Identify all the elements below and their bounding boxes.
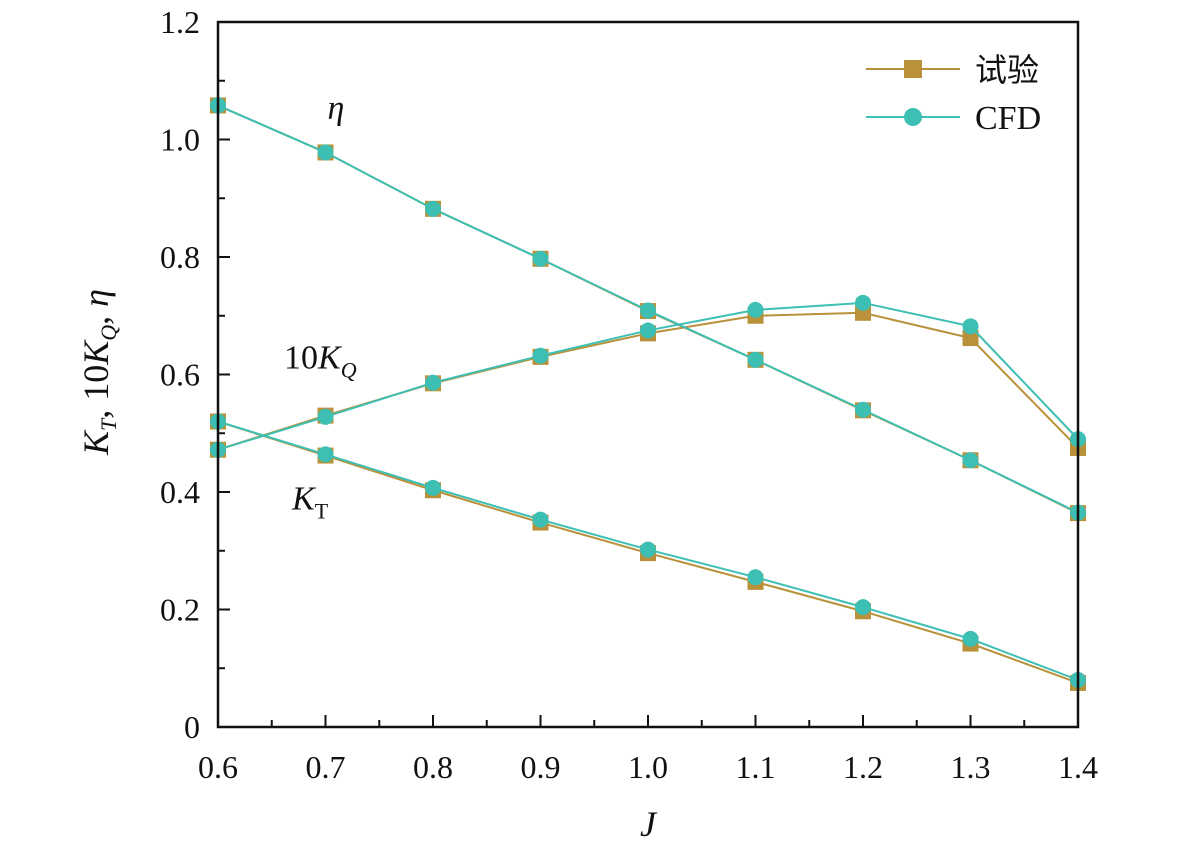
- kq-curve-label-prefix: 10: [284, 340, 318, 377]
- data-point-cfd-kt: [425, 479, 441, 496]
- legend-entry-experiment: 试验: [866, 51, 1039, 89]
- data-point-cfd-kt: [855, 599, 871, 616]
- legend-entry-cfd: CFD: [866, 100, 1041, 137]
- y-axis-title: KT, 10KQ, η: [76, 289, 121, 456]
- x-tick-label: 1.2: [843, 749, 883, 785]
- y-axis-title-k1: K: [76, 429, 116, 456]
- data-point-cfd-10kq: [855, 294, 871, 311]
- x-axis-title: J: [640, 804, 658, 844]
- kq-curve-label-sub: Q: [341, 358, 357, 383]
- legend-marker-cfd: [904, 108, 922, 126]
- data-point-cfd-10kq: [425, 374, 441, 391]
- x-tick-label: 0.7: [306, 749, 346, 785]
- y-axis-title-k2: K: [76, 339, 116, 366]
- eta-curve-label: η: [328, 90, 345, 127]
- y-axis-title-eta: η: [76, 289, 116, 307]
- legend-marker-experiment: [904, 60, 922, 78]
- legend: 试验 CFD: [866, 51, 1041, 137]
- data-point-cfd-eta: [855, 401, 871, 418]
- data-point-cfd-10kq: [317, 408, 334, 425]
- y-tick-label: 0.8: [160, 239, 200, 275]
- x-tick-label: 1.3: [951, 749, 991, 785]
- data-point-cfd-kt: [317, 446, 334, 463]
- y-tick-label: 0.4: [160, 474, 200, 510]
- x-tick-label: 0.9: [521, 749, 561, 785]
- x-tick-label: 1.1: [736, 749, 776, 785]
- data-point-cfd-kt: [747, 569, 764, 586]
- plot-frame: [216, 20, 1080, 729]
- data-point-cfd-eta: [640, 302, 656, 319]
- kt-curve-label-sub: T: [315, 499, 329, 524]
- tick-marks: [217, 21, 1079, 728]
- y-tick-label: 0: [184, 709, 200, 745]
- y-axis-title-t-sub: T: [96, 417, 121, 431]
- data-point-cfd-eta: [425, 200, 441, 217]
- data-point-cfd-eta: [962, 452, 979, 469]
- data-point-cfd-kt: [962, 630, 979, 647]
- data-point-cfd-10kq: [532, 347, 549, 364]
- data-point-cfd-10kq: [962, 318, 979, 335]
- x-tick-label: 0.8: [413, 749, 453, 785]
- y-axis-title-sep1: , 10: [76, 365, 116, 419]
- data-point-cfd-eta: [747, 351, 764, 368]
- kq-curve-label: 10KQ: [284, 340, 357, 383]
- x-axis-tick-labels: 0.6 0.7 0.8 0.9 1.0 1.1 1.2 1.3 1.4: [198, 749, 1098, 785]
- y-axis-tick-labels: 0 0.2 0.4 0.6 0.8 1.0 1.2: [160, 4, 200, 745]
- kt-curve-label-main: K: [291, 481, 317, 518]
- data-point-cfd-kt: [532, 511, 549, 528]
- series-cfd-eta: [210, 97, 1086, 521]
- x-tick-label: 0.6: [198, 749, 238, 785]
- series-cfd-kt: [210, 413, 1086, 688]
- series-cfd-10kq: [210, 294, 1086, 458]
- x-tick-label: 1.4: [1058, 749, 1098, 785]
- kq-curve-label-main: K: [317, 340, 343, 377]
- y-tick-label: 0.2: [160, 592, 200, 628]
- data-point-cfd-eta: [317, 144, 334, 161]
- y-tick-label: 0.6: [160, 357, 200, 393]
- data-point-cfd-kt: [640, 541, 656, 558]
- y-axis-title-sep2: ,: [76, 307, 116, 325]
- data-series: [210, 97, 1086, 691]
- y-tick-label: 1.2: [160, 4, 200, 40]
- data-point-cfd-10kq: [747, 301, 764, 318]
- legend-label-cfd: CFD: [975, 100, 1041, 137]
- legend-label-experiment: 试验: [975, 51, 1039, 89]
- data-point-cfd-eta: [532, 250, 549, 267]
- data-point-experiment-10kq: [962, 330, 979, 347]
- x-tick-label: 1.0: [628, 749, 668, 785]
- data-point-cfd-10kq: [640, 322, 656, 339]
- kt-curve-label: KT: [291, 481, 329, 524]
- y-axis-title-q-sub: Q: [96, 325, 121, 341]
- eta-curve-label-text: η: [328, 90, 345, 127]
- y-tick-label: 1.0: [160, 122, 200, 158]
